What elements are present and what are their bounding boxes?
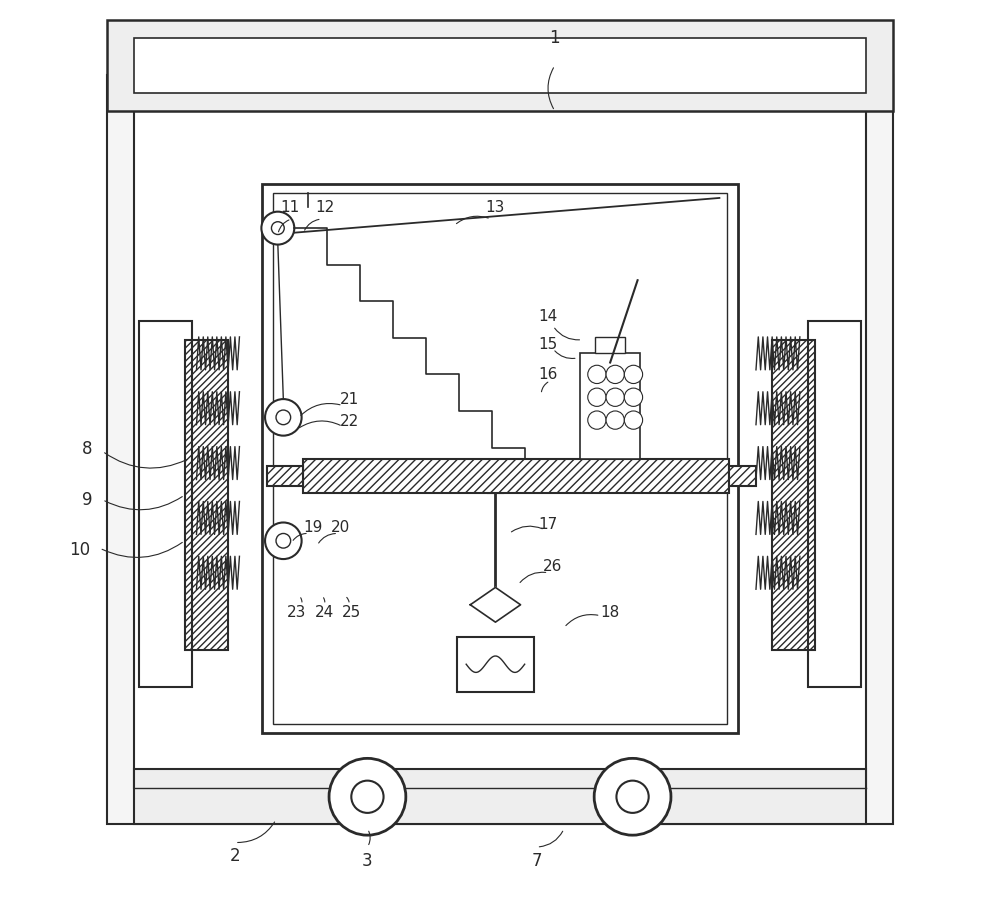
FancyArrowPatch shape xyxy=(456,216,488,224)
Circle shape xyxy=(588,365,606,383)
Bar xyxy=(262,184,738,733)
Circle shape xyxy=(624,388,643,406)
Bar xyxy=(134,111,866,788)
Text: 2: 2 xyxy=(230,847,240,865)
Text: 23: 23 xyxy=(287,604,307,620)
Circle shape xyxy=(588,411,606,429)
Text: 9: 9 xyxy=(82,491,92,509)
Text: 17: 17 xyxy=(538,517,557,532)
Text: 1: 1 xyxy=(550,29,560,47)
Circle shape xyxy=(588,388,606,406)
FancyArrowPatch shape xyxy=(324,598,325,602)
Text: 10: 10 xyxy=(69,541,90,559)
Circle shape xyxy=(624,365,643,383)
Text: 15: 15 xyxy=(538,337,557,352)
Bar xyxy=(267,466,303,486)
Text: 13: 13 xyxy=(486,200,505,215)
Circle shape xyxy=(606,411,624,429)
FancyArrowPatch shape xyxy=(105,497,182,510)
Text: 19: 19 xyxy=(303,520,322,535)
Text: 21: 21 xyxy=(340,392,359,406)
Bar xyxy=(273,193,727,724)
Bar xyxy=(457,636,534,691)
Bar xyxy=(139,321,192,687)
FancyArrowPatch shape xyxy=(102,542,182,558)
FancyArrowPatch shape xyxy=(520,572,546,582)
Text: 20: 20 xyxy=(330,520,350,535)
Bar xyxy=(107,74,893,824)
Text: 12: 12 xyxy=(315,200,334,215)
FancyArrowPatch shape xyxy=(541,382,548,392)
Circle shape xyxy=(351,780,384,812)
FancyArrowPatch shape xyxy=(319,534,335,543)
Circle shape xyxy=(616,780,649,812)
FancyArrowPatch shape xyxy=(105,453,187,468)
FancyArrowPatch shape xyxy=(347,597,349,602)
Bar xyxy=(808,321,861,687)
FancyArrowPatch shape xyxy=(305,219,319,230)
Bar xyxy=(772,339,815,650)
Text: 25: 25 xyxy=(342,604,362,620)
Text: 8: 8 xyxy=(82,440,92,458)
Circle shape xyxy=(271,222,284,235)
FancyArrowPatch shape xyxy=(369,831,370,845)
Circle shape xyxy=(276,410,291,425)
Bar xyxy=(185,339,228,650)
FancyArrowPatch shape xyxy=(548,68,553,109)
Polygon shape xyxy=(470,588,521,622)
FancyArrowPatch shape xyxy=(278,220,289,232)
Circle shape xyxy=(265,399,302,436)
Bar xyxy=(580,353,640,458)
Circle shape xyxy=(329,758,406,835)
Bar xyxy=(107,19,893,111)
Bar xyxy=(595,337,625,353)
Text: 3: 3 xyxy=(362,852,373,869)
Circle shape xyxy=(261,212,294,245)
Bar xyxy=(134,38,866,93)
FancyArrowPatch shape xyxy=(301,598,302,602)
Circle shape xyxy=(624,411,643,429)
Bar xyxy=(729,466,756,486)
Text: 14: 14 xyxy=(538,309,557,325)
Text: 24: 24 xyxy=(315,604,334,620)
Circle shape xyxy=(606,365,624,383)
Text: 16: 16 xyxy=(538,367,557,381)
Circle shape xyxy=(276,534,291,548)
Text: 18: 18 xyxy=(600,604,619,620)
FancyArrowPatch shape xyxy=(299,421,340,427)
FancyArrowPatch shape xyxy=(238,822,275,843)
Bar xyxy=(134,769,866,824)
Circle shape xyxy=(265,523,302,559)
Text: 22: 22 xyxy=(340,414,359,429)
Text: 11: 11 xyxy=(280,200,299,215)
FancyArrowPatch shape xyxy=(555,328,580,340)
Circle shape xyxy=(606,388,624,406)
FancyArrowPatch shape xyxy=(301,403,340,415)
FancyArrowPatch shape xyxy=(539,831,563,846)
FancyArrowPatch shape xyxy=(566,614,598,625)
Bar xyxy=(303,458,729,493)
Text: 7: 7 xyxy=(531,852,542,869)
FancyArrowPatch shape xyxy=(511,526,542,532)
Text: 26: 26 xyxy=(543,558,563,574)
FancyArrowPatch shape xyxy=(293,534,306,540)
FancyArrowPatch shape xyxy=(555,351,575,359)
Circle shape xyxy=(594,758,671,835)
